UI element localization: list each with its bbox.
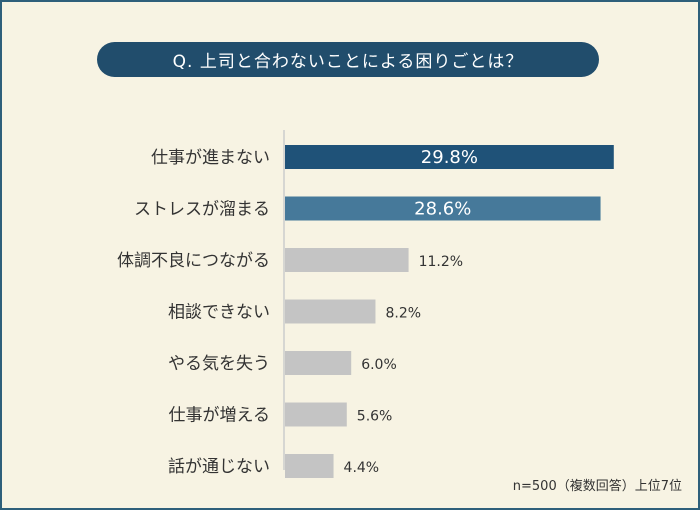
- value-label: 4.4%: [344, 460, 380, 476]
- sample-note: n=500（複数回答）上位7位: [512, 479, 682, 494]
- bar: [285, 402, 347, 427]
- value-label: 11.2%: [419, 254, 463, 270]
- bar: [285, 196, 601, 221]
- value-label: 28.6%: [414, 199, 471, 220]
- bar: [285, 299, 376, 324]
- category-label: 話が通じない: [168, 457, 270, 477]
- bar: [285, 248, 409, 272]
- category-label: 仕事が進まない: [151, 148, 270, 168]
- value-label: 29.8%: [421, 147, 478, 168]
- category-label: ストレスが溜まる: [134, 200, 270, 220]
- value-label: 6.0%: [361, 357, 397, 373]
- chart-title: Q. 上司と合わないことによる困りごとは？: [97, 42, 599, 77]
- bar: [285, 351, 352, 375]
- bar: [285, 454, 334, 478]
- bar: [285, 145, 614, 169]
- category-label: 仕事が増える: [169, 406, 271, 426]
- value-label: 8.2%: [385, 306, 421, 322]
- category-label: 相談できない: [168, 303, 270, 323]
- category-label: 体調不良につながる: [117, 251, 270, 271]
- category-label: やる気を失う: [168, 354, 270, 374]
- value-label: 5.6%: [357, 409, 393, 425]
